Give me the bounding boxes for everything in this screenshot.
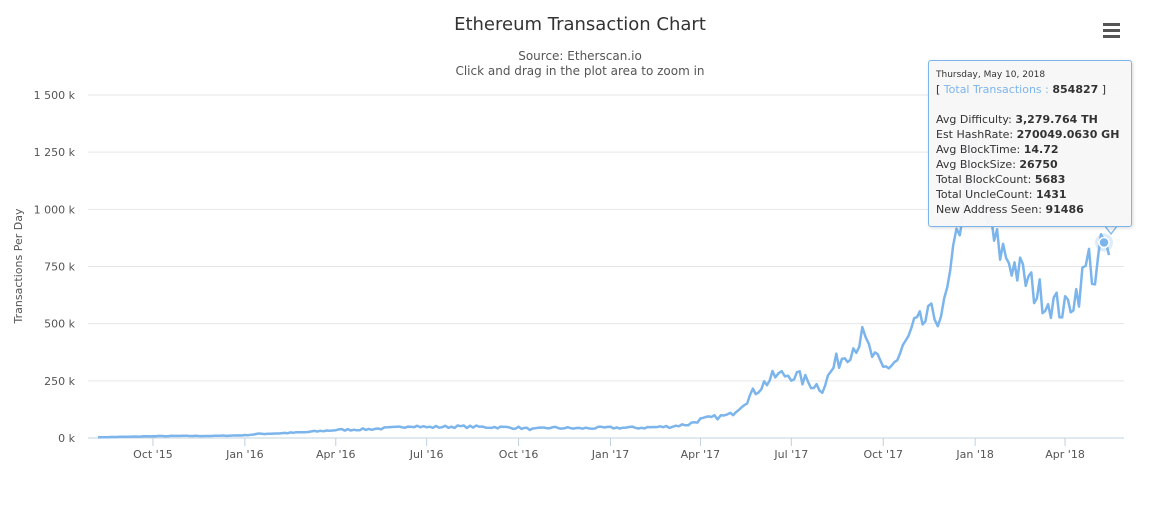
tooltip-row-label: New Address Seen: xyxy=(936,203,1042,216)
y-tick-label: 250 k xyxy=(44,375,75,388)
tooltip-series-name: Total Transactions xyxy=(943,83,1042,96)
x-tick-label: Apr '18 xyxy=(1045,448,1085,461)
highlighted-point-marker[interactable] xyxy=(1098,236,1110,249)
x-tick-label: Jul '17 xyxy=(773,448,808,461)
tooltip-row: Total UncleCount: 1431 xyxy=(936,187,1124,202)
subtitle-zoom-hint: Click and drag in the plot area to zoom … xyxy=(455,64,705,78)
marker-layer xyxy=(1095,233,1114,252)
tooltip-row: Est HashRate: 270049.0630 GH xyxy=(936,127,1124,142)
tooltip-rows: Avg Difficulty: 3,279.764 TH Est HashRate… xyxy=(936,112,1124,217)
x-tick-label: Jul '16 xyxy=(409,448,444,461)
tooltip-row: Avg BlockTime: 14.72 xyxy=(936,142,1124,157)
tooltip-row: New Address Seen: 91486 xyxy=(936,202,1124,217)
tooltip-row: Total BlockCount: 5683 xyxy=(936,172,1124,187)
tooltip-row-value: 14.72 xyxy=(1023,143,1059,156)
y-tick-label: 500 k xyxy=(44,318,75,331)
x-tick-label: Oct '16 xyxy=(499,448,539,461)
tooltip-row-label: Total BlockCount: xyxy=(936,173,1032,186)
x-tick-label: Apr '17 xyxy=(681,448,721,461)
x-tick-label: Oct '15 xyxy=(133,448,173,461)
y-axis: 0 k 250 k 500 k 750 k 1 000 k 1 250 k 1 500 k xyxy=(34,89,76,445)
y-tick-label: 0 k xyxy=(58,432,75,445)
x-tick-label: Jan '18 xyxy=(955,448,993,461)
series-layer xyxy=(97,135,1111,439)
x-tick-label: Jan '16 xyxy=(225,448,263,461)
subtitle-source: Source: Etherscan.io xyxy=(518,49,642,63)
series-line-total-transactions[interactable] xyxy=(97,135,1111,439)
x-tick-label: Oct '17 xyxy=(863,448,903,461)
tooltip-row-label: Est HashRate: xyxy=(936,128,1014,141)
x-axis: Oct '15 Jan '16 Apr '16 Jul '16 Oct '16 Jan '… xyxy=(133,438,1085,461)
tooltip-row-value: 91486 xyxy=(1045,203,1084,216)
tooltip-row-value: 1431 xyxy=(1035,188,1067,201)
tooltip-series: [ Total Transactions : 854827 ] xyxy=(936,83,1107,96)
y-axis-title: Transactions Per Day xyxy=(12,208,25,324)
y-tick-label: 1 250 k xyxy=(34,146,76,159)
tooltip-row-label: Avg BlockSize: xyxy=(936,158,1016,171)
tooltip-row: Avg BlockSize: 26750 xyxy=(936,157,1124,172)
x-tick-label: Jan '17 xyxy=(591,448,629,461)
hamburger-menu-icon[interactable] xyxy=(1100,20,1124,42)
y-tick-label: 1 000 k xyxy=(34,203,76,216)
x-tick-label: Apr '16 xyxy=(316,448,356,461)
tooltip-date: Thursday, May 10, 2018 xyxy=(936,70,1046,80)
tooltip-row: Avg Difficulty: 3,279.764 TH xyxy=(936,112,1124,127)
tooltip-row-label: Avg Difficulty: xyxy=(936,113,1012,126)
tooltip-series-value: 854827 xyxy=(1052,83,1099,96)
tooltip-row-label: Total UncleCount: xyxy=(936,188,1033,201)
tooltip: Thursday, May 10, 2018 [ Total Transacti… xyxy=(928,60,1132,227)
tooltip-pointer-inner xyxy=(1105,225,1117,233)
tooltip-row-value: 270049.0630 GH xyxy=(1016,128,1120,141)
y-tick-label: 750 k xyxy=(44,261,75,274)
y-tick-label: 1 500 k xyxy=(34,89,76,102)
tooltip-row-label: Avg BlockTime: xyxy=(936,143,1021,156)
chart-title: Ethereum Transaction Chart xyxy=(454,14,706,35)
tooltip-row-value: 3,279.764 TH xyxy=(1015,113,1098,126)
chart-subtitle: Source: Etherscan.io Click and drag in t… xyxy=(0,49,1160,79)
tooltip-row-value: 5683 xyxy=(1034,173,1066,186)
tooltip-row-value: 26750 xyxy=(1019,158,1058,171)
